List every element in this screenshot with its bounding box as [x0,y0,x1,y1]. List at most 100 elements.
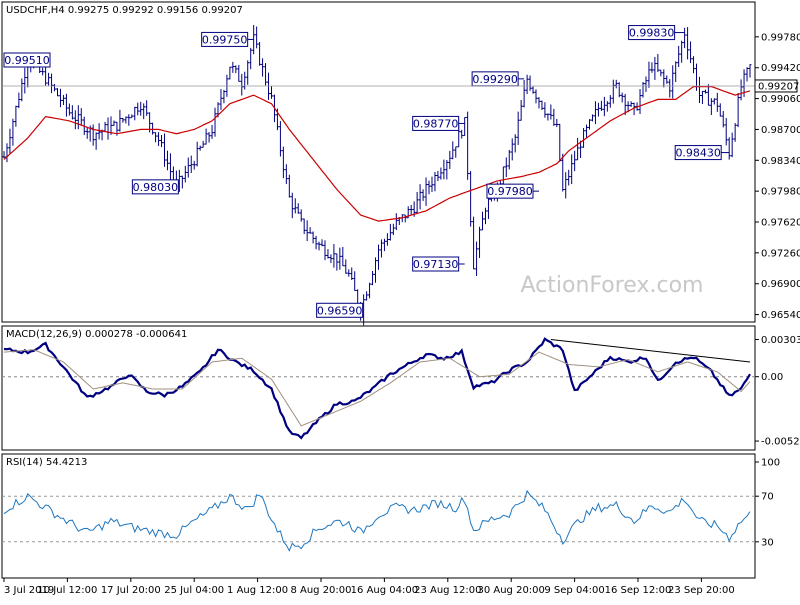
price-level-annotation: 0.99290 [471,71,525,87]
ohlc-bar [662,69,666,88]
ohlc-bar [353,271,357,292]
ohlc-bar [379,239,383,258]
price-annotations: 0.99510 0.99750 0.98030 0.96590 0.98770 0.971… [3,25,730,318]
price-y-tick-label: 0.97980 [761,187,800,198]
ohlc-bar [585,124,589,138]
ohlc-bar [617,82,621,98]
price-level-annotation: 0.99830 [628,25,685,41]
ohlc-bar [576,137,580,161]
ohlc-bar [573,150,577,172]
svg-text:0.99830: 0.99830 [629,27,675,40]
ohlc-bar [647,61,651,88]
ohlc-bar [154,132,158,143]
ohlc-bar [567,169,571,186]
price-level-annotation: 0.97980 [486,183,539,199]
ohlc-bar [183,165,187,183]
ohlc-bar [727,137,731,160]
rsi-y-tick-label: 70 [761,492,774,503]
ohlc-bar [350,267,354,281]
ohlc-bar [249,47,253,70]
ohlc-bar [391,223,395,236]
ohlc-bar [55,88,59,97]
ohlc-bar [593,101,597,125]
price-level-annotation: 0.99750 [201,31,254,47]
ohlc-bar [483,207,487,225]
ohlc-bar [671,65,675,99]
ohlc-bar [371,270,375,286]
macd-indicator: 0.00303 0.00 -0.005236 [2,335,800,448]
ohlc-bar [460,129,464,139]
x-tick-label: 1 Aug 12:00 [227,585,288,596]
ohlc-bar [151,122,155,135]
ohlc-bar [442,159,446,180]
rsi-indicator: 100 70 30 [2,458,780,552]
ohlc-bar [700,90,704,105]
x-tick-label: 16 Aug 04:00 [351,585,418,596]
price-moving-average [3,86,751,222]
ohlc-bar [240,73,244,96]
rsi-panel-frame [1,453,756,579]
ohlc-bar [715,92,719,112]
ohlc-bar [293,198,297,214]
macd-y-tick-label: 0.00 [761,372,783,383]
ohlc-bar [424,177,428,206]
ohlc-bar [323,240,327,261]
svg-text:0.99750: 0.99750 [202,33,248,46]
ohlc-bar [418,184,422,210]
ohlc-bar [626,101,630,113]
price-y-tick-label: 0.97260 [761,248,800,259]
svg-text:0.97980: 0.97980 [487,185,533,198]
ohlc-bar [540,100,544,110]
ohlc-bar [531,86,535,94]
ohlc-bar [269,86,273,99]
svg-text:0.97130: 0.97130 [413,258,459,271]
ohlc-bar [168,153,172,181]
ohlc-bar [284,164,288,185]
svg-text:0.98770: 0.98770 [413,117,459,130]
ohlc-bar [17,92,21,109]
ohlc-bar [210,125,214,139]
ohlc-bar [588,119,592,130]
ohlc-bar [320,239,324,247]
price-y-tick-label: 0.99780 [761,32,800,43]
macd-panel-title: MACD(12,26,9) 0.000278 -0.000641 [6,329,187,340]
macd-panel-frame [1,325,756,451]
ohlc-bar [53,83,57,92]
ohlc-bar [745,67,749,82]
ohlc-bar [70,105,74,120]
ohlc-bar [341,246,345,267]
ohlc-bar [683,27,687,49]
ohlc-bar [590,114,594,122]
ohlc-bar [620,92,624,103]
ohlc-bar [258,41,262,66]
ohlc-bar [739,79,743,101]
current-price-tag [754,79,798,93]
ohlc-bar [451,141,455,160]
ohlc-bar [430,176,434,193]
x-tick-label: 9 Sep 04:00 [544,585,604,596]
ohlc-bar [162,133,166,167]
ohlc-bar [724,117,728,146]
rsi-panel-title: RSI(14) 54.4213 [6,457,87,468]
ohlc-bar [481,211,485,231]
ohlc-bar [237,64,241,82]
ohlc-bar [14,105,18,127]
ohlc-bar [611,79,615,104]
ohlc-bar [522,79,526,108]
ohlc-bar [314,235,318,250]
ohlc-bar [385,233,389,246]
ohlc-bar [246,60,250,85]
ohlc-bar [50,73,54,94]
ohlc-bar [302,218,306,234]
svg-text:0.98430: 0.98430 [675,147,721,160]
svg-text:0.99290: 0.99290 [472,73,518,86]
x-tick-label: 8 Aug 20:00 [290,585,351,596]
ohlc-bar [94,132,98,150]
price-y-tick-label: 0.99420 [761,63,800,74]
macd-trendline [550,338,751,363]
ohlc-bar [659,69,663,77]
ohlc-bar [112,120,116,126]
macd-line [3,337,751,440]
rsi-y-tick-label: 30 [761,537,774,548]
ohlc-bar [623,94,627,116]
